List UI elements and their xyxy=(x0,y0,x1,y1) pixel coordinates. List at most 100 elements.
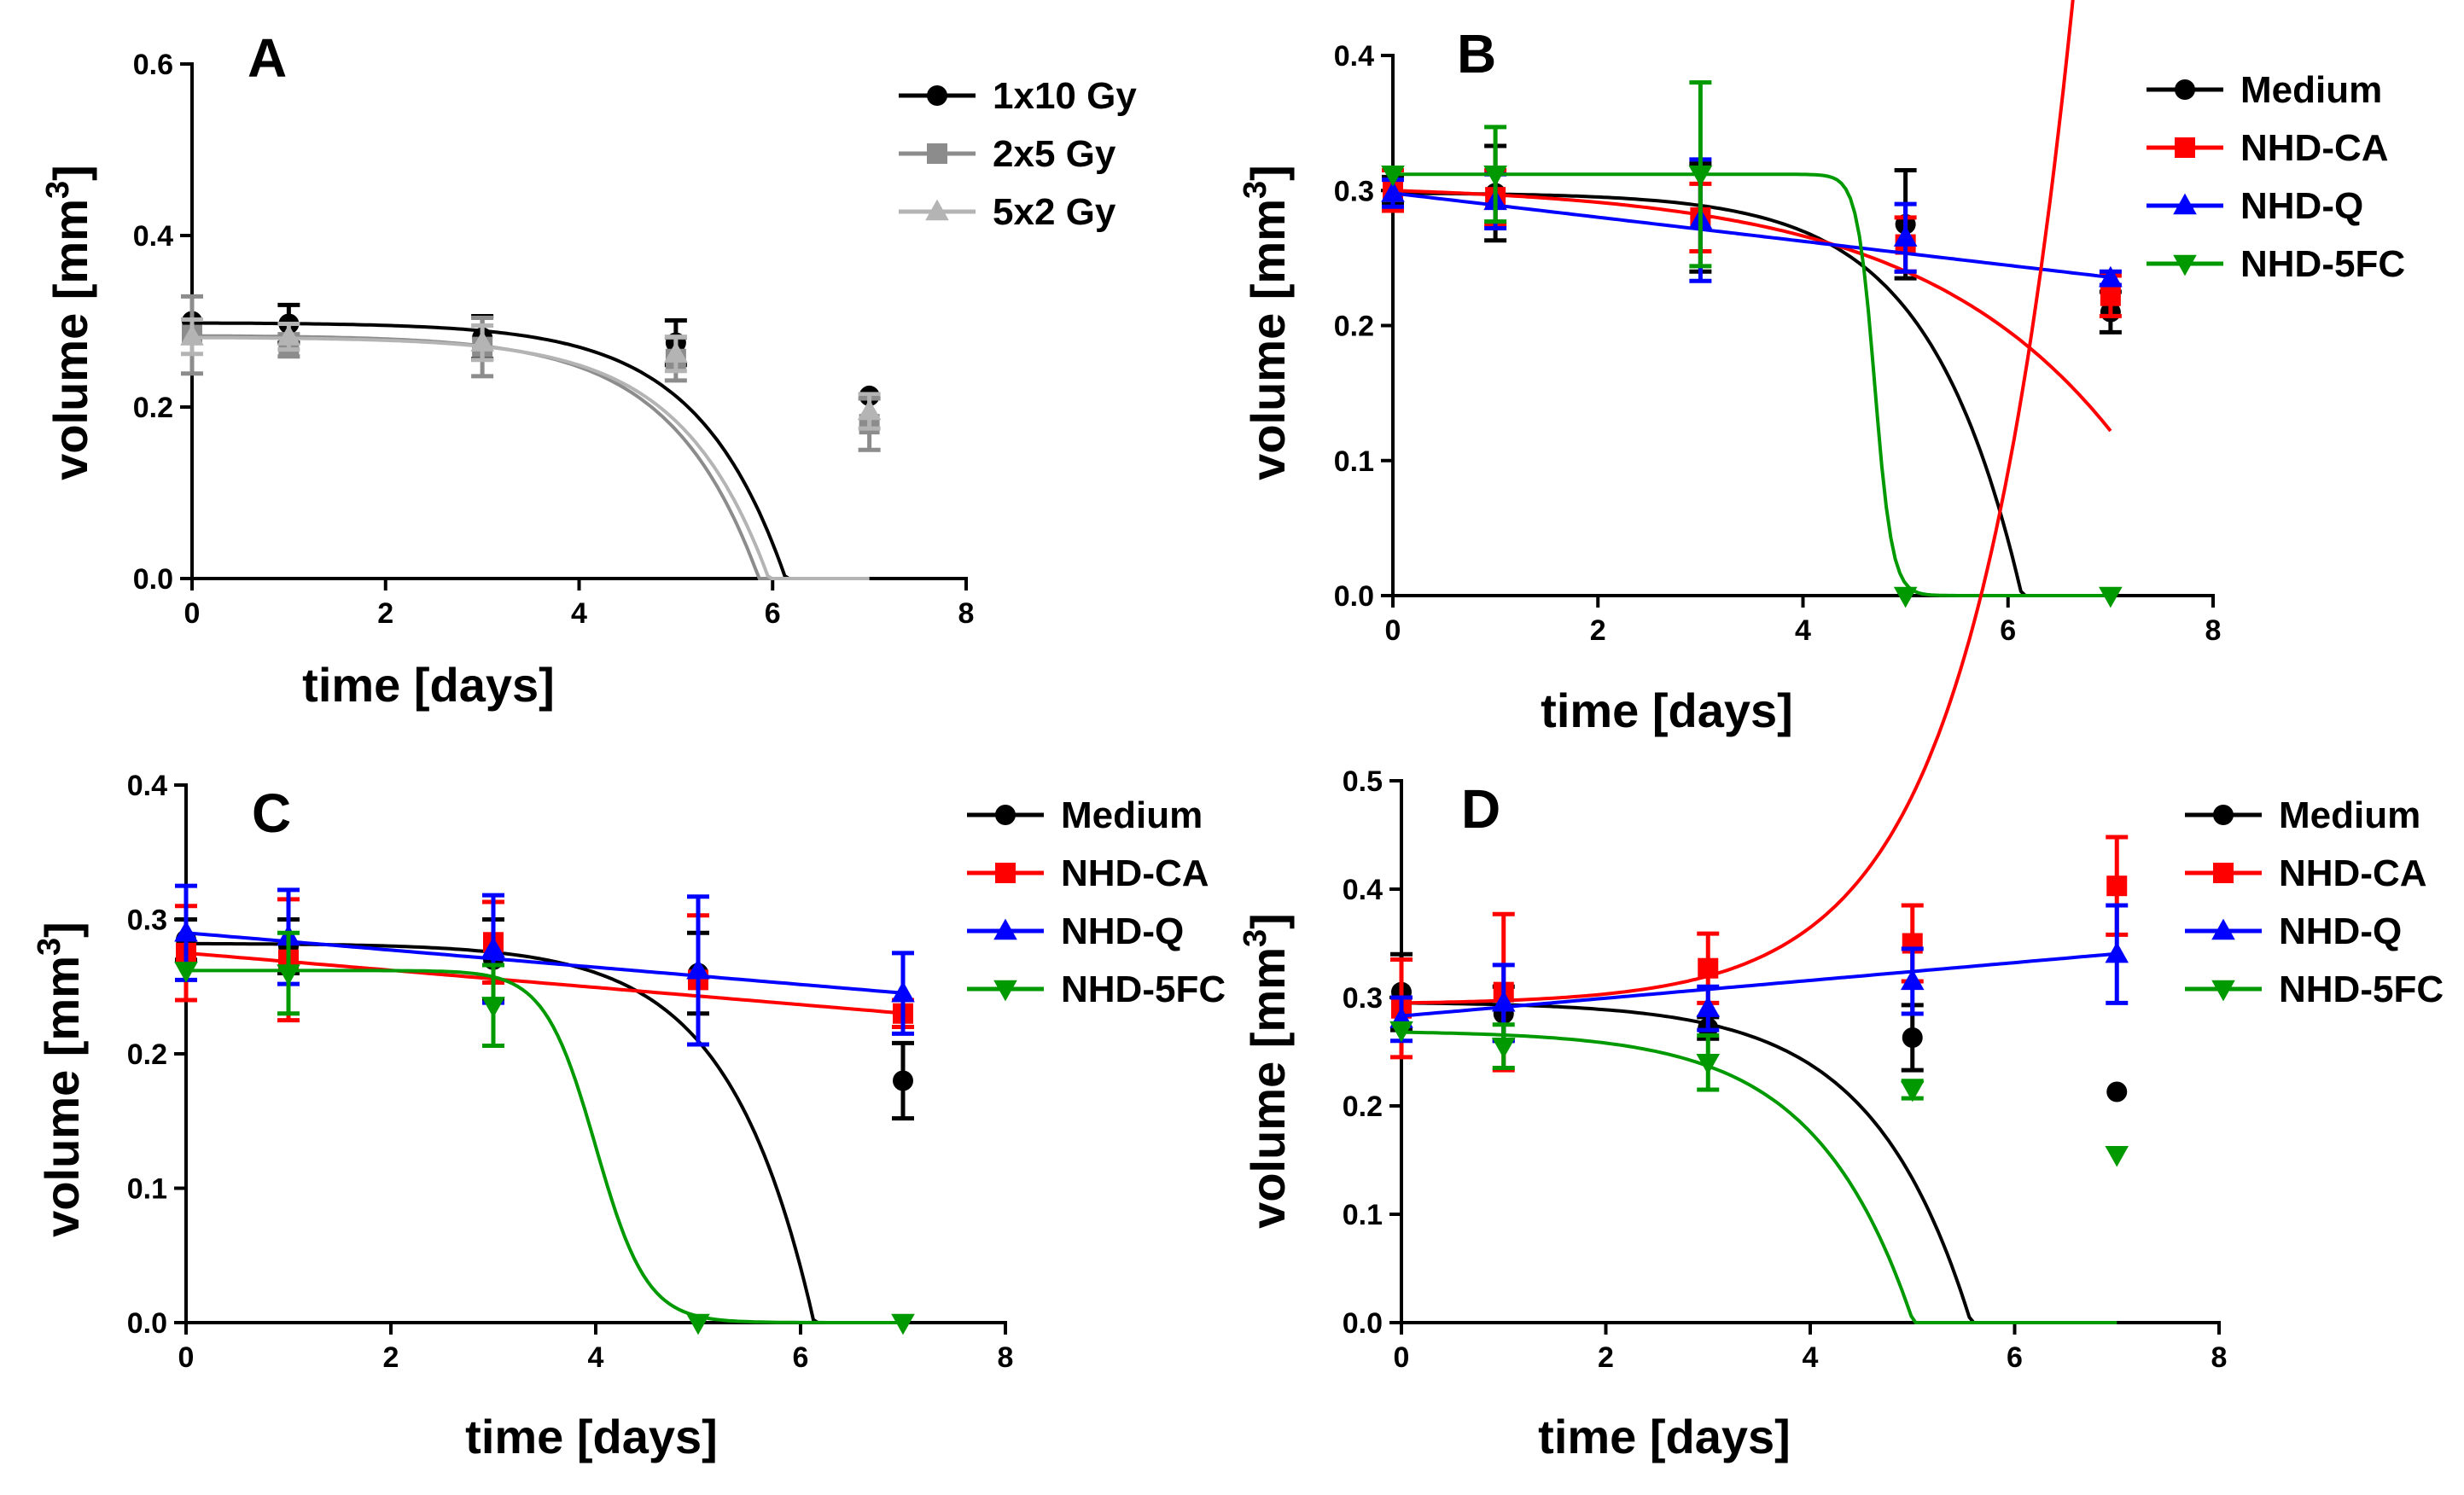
plot-area: 0 2 4 6 8 0.0 0.1 0.2 0.3 0.4 xyxy=(1334,40,2222,647)
legend-label: NHD-Q xyxy=(2279,910,2402,952)
fit-curve xyxy=(1392,189,2112,433)
legend-marker xyxy=(2213,805,2234,825)
data-point xyxy=(2106,1081,2128,1102)
legend-item: NHD-5FC xyxy=(2185,969,2444,1010)
data-point xyxy=(1900,969,1925,991)
y-tick-label: 0.3 xyxy=(1334,175,1374,207)
x-tick-label: 8 xyxy=(958,597,975,630)
legend: Medium NHD-CA NHD-Q NHD-5FC xyxy=(967,794,1226,1010)
y-tick-label: 0.0 xyxy=(1334,580,1374,613)
data-point xyxy=(1389,1021,1413,1043)
fit-curve xyxy=(1401,951,2117,1018)
y-tick-label: 0.2 xyxy=(1343,1091,1383,1123)
y-tick-label: 0.2 xyxy=(1334,311,1374,343)
legend-marker xyxy=(2211,980,2235,1002)
y-tick-label: 0.0 xyxy=(1343,1307,1383,1340)
x-axis-title: time [days] xyxy=(302,658,555,712)
legend-marker xyxy=(993,980,1017,1002)
x-tick-label: 6 xyxy=(2000,614,2016,647)
fit-curve xyxy=(192,321,870,580)
legend-item: Medium xyxy=(967,794,1203,836)
x-tick-label: 0 xyxy=(178,1341,195,1374)
data-point xyxy=(481,936,505,958)
y-tick-label: 0.0 xyxy=(127,1307,167,1340)
x-tick-label: 8 xyxy=(2211,1341,2228,1374)
data-point xyxy=(686,1313,710,1335)
data-point xyxy=(1902,1027,1923,1048)
data-point xyxy=(481,997,505,1018)
fit-curve xyxy=(185,951,904,1015)
data-point xyxy=(1381,181,1405,202)
fit-curve xyxy=(192,335,870,580)
legend-item: 5x2 Gy xyxy=(899,191,1116,233)
legend-item: NHD-5FC xyxy=(2147,243,2405,285)
data-point xyxy=(174,962,198,983)
legend: Medium NHD-CA NHD-Q NHD-5FC xyxy=(2147,69,2405,285)
legend-marker xyxy=(995,863,1016,883)
fit-curve xyxy=(192,334,870,580)
data-point xyxy=(891,1313,915,1335)
series-nhd-ca xyxy=(1390,0,2129,1073)
plot-area: 0 2 4 6 8 0.0 0.1 0.2 0.3 0.4 xyxy=(127,770,1014,1374)
legend-item: NHD-5FC xyxy=(967,969,1226,1010)
x-tick-label: 2 xyxy=(1598,1341,1614,1374)
x-tick-label: 4 xyxy=(1803,1341,1819,1374)
data-point xyxy=(470,330,494,352)
legend-item: NHD-Q xyxy=(2147,185,2363,227)
x-tick-label: 0 xyxy=(1385,614,1401,647)
y-tick-label: 0.0 xyxy=(133,563,173,596)
legend-item: 2x5 Gy xyxy=(899,133,1116,175)
plot-area: 0 2 4 6 8 0.0 0.1 0.2 0.3 0.4 0.5 xyxy=(1343,0,2228,1374)
data-point xyxy=(686,957,710,980)
panel-letter: D xyxy=(1461,778,1500,840)
y-tick-label: 0.2 xyxy=(127,1038,167,1071)
legend-label: Medium xyxy=(2240,69,2382,111)
legend-label: NHD-Q xyxy=(1061,910,1184,952)
y-tick-label: 0.3 xyxy=(127,905,167,937)
data-point xyxy=(1696,996,1721,1017)
y-tick-label: 0.6 xyxy=(133,49,173,81)
data-point xyxy=(277,324,301,346)
fit-curve xyxy=(186,941,903,1324)
fit-curve xyxy=(186,969,903,1324)
legend-label: NHD-Q xyxy=(2240,185,2363,227)
legend-label: 2x5 Gy xyxy=(993,133,1116,175)
panel-b: 0 2 4 6 8 0.0 0.1 0.2 0.3 0.4 B time [days] volum… xyxy=(1238,23,2405,737)
data-point xyxy=(1381,166,1405,187)
legend-marker xyxy=(925,199,949,221)
x-tick-label: 4 xyxy=(588,1341,604,1374)
x-tick-label: 6 xyxy=(2007,1341,2023,1374)
data-point xyxy=(174,920,198,942)
y-tick-label: 0.5 xyxy=(1343,765,1383,798)
panel-letter: C xyxy=(252,782,291,844)
series-nhd-5fc xyxy=(1381,80,2123,608)
legend-label: NHD-CA xyxy=(2240,127,2389,169)
data-point xyxy=(1900,1080,1925,1102)
panel-a: 0 2 4 6 8 0.0 0.2 0.4 0.6 A time [days] volume [… xyxy=(40,27,1137,712)
legend-label: NHD-5FC xyxy=(2240,243,2405,285)
x-tick-label: 2 xyxy=(383,1341,399,1374)
x-tick-label: 2 xyxy=(377,597,393,630)
data-point xyxy=(277,964,300,986)
legend-item: Medium xyxy=(2185,794,2420,836)
data-point xyxy=(1491,1037,1516,1059)
data-point xyxy=(857,398,882,421)
data-point xyxy=(2100,285,2121,306)
legend-label: Medium xyxy=(1061,794,1203,836)
legend-label: 5x2 Gy xyxy=(993,191,1116,233)
series-nhd-5fc xyxy=(1389,1021,2129,1324)
data-point xyxy=(1893,225,1918,247)
legend-marker xyxy=(927,143,947,164)
y-tick-label: 0.4 xyxy=(1343,874,1383,906)
x-tick-label: 8 xyxy=(2205,614,2222,647)
series-nhd-5fc xyxy=(174,930,915,1335)
panel-letter: A xyxy=(248,27,287,89)
legend-item: NHD-Q xyxy=(2185,910,2402,952)
fit-curve xyxy=(1401,1001,2117,1324)
x-axis-title: time [days] xyxy=(1541,684,1793,737)
x-axis-title: time [days] xyxy=(465,1410,718,1463)
y-tick-label: 0.4 xyxy=(1334,40,1374,73)
legend-marker xyxy=(2175,137,2195,158)
legend-item: NHD-Q xyxy=(967,910,1184,952)
data-point xyxy=(2106,875,2128,897)
